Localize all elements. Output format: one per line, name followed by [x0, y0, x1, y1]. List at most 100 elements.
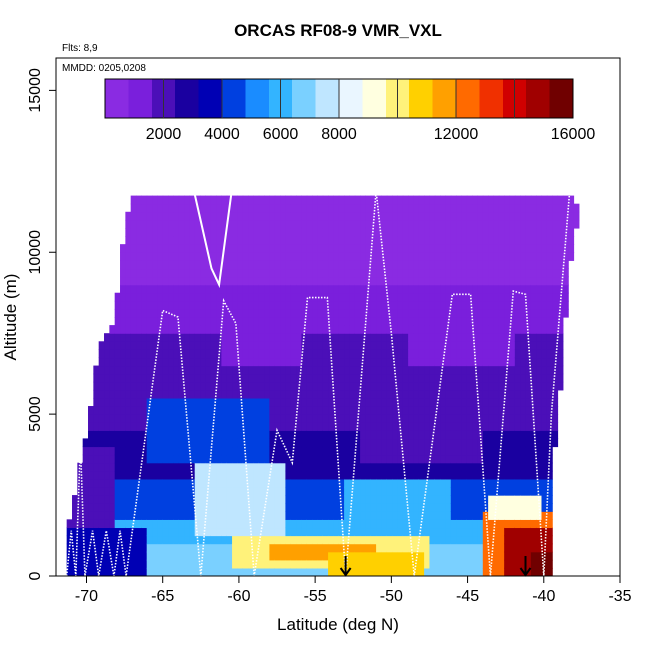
heatmap-cell: [146, 495, 153, 504]
heatmap-cell: [301, 519, 308, 529]
heatmap-cell: [146, 438, 153, 448]
heatmap-cell: [306, 486, 313, 496]
heatmap-cell: [269, 211, 276, 221]
heatmap-cell: [509, 462, 516, 472]
heatmap-cell: [418, 535, 425, 545]
heatmap-cell: [525, 527, 532, 537]
heatmap-cell: [514, 495, 521, 504]
heatmap-cell: [242, 414, 249, 423]
heatmap-cell: [130, 503, 137, 512]
heatmap-cell: [413, 300, 420, 310]
heatmap-cell: [392, 422, 399, 431]
heatmap-cell: [253, 486, 260, 496]
heatmap-cell: [269, 519, 276, 529]
heatmap-cell: [557, 349, 564, 359]
heatmap-cell: [445, 535, 452, 545]
heatmap-cell: [280, 325, 287, 334]
heatmap-cell: [429, 373, 436, 383]
heatmap-cell: [290, 470, 297, 480]
heatmap-cell: [557, 300, 564, 310]
heatmap-cell: [98, 454, 105, 464]
heatmap-cell: [162, 284, 169, 294]
heatmap-cell: [413, 381, 420, 391]
heatmap-cell: [232, 365, 238, 375]
heatmap-cell: [194, 252, 201, 261]
heatmap-cell: [413, 478, 420, 488]
heatmap-cell: [205, 543, 212, 553]
heatmap-cell: [248, 252, 254, 261]
heatmap-cell: [280, 567, 287, 576]
heatmap-cell: [450, 406, 457, 415]
heatmap-cell: [184, 519, 190, 529]
heatmap-cell: [386, 422, 393, 431]
heatmap-cell: [498, 244, 505, 253]
heatmap-cell: [376, 317, 383, 326]
heatmap-cell: [258, 511, 265, 520]
heatmap-cell: [205, 527, 212, 537]
heatmap-cell: [402, 462, 409, 472]
heatmap-cell: [333, 503, 340, 512]
heatmap-cell: [338, 551, 345, 561]
heatmap-cell: [109, 365, 116, 375]
heatmap-cell: [381, 397, 388, 407]
heatmap-cell: [520, 292, 527, 302]
heatmap-cell: [525, 203, 532, 213]
heatmap-cell: [141, 203, 148, 213]
heatmap-cell: [408, 535, 415, 545]
heatmap-cell: [237, 341, 244, 350]
heatmap-cell: [408, 559, 415, 569]
heatmap-cell: [402, 511, 409, 520]
heatmap-cell: [306, 325, 313, 334]
heatmap-cell: [504, 308, 511, 318]
heatmap-cell: [434, 203, 441, 213]
heatmap-cell: [296, 365, 303, 375]
heatmap-cell: [530, 503, 537, 512]
heatmap-cell: [402, 495, 409, 504]
heatmap-cell: [413, 292, 420, 302]
heatmap-cell: [408, 462, 415, 472]
heatmap-cell: [301, 478, 308, 488]
heatmap-cell: [114, 406, 121, 415]
heatmap-cell: [402, 446, 409, 456]
heatmap-cell: [546, 486, 553, 496]
heatmap-cell: [152, 406, 158, 415]
heatmap-cell: [296, 406, 303, 415]
heatmap-cell: [210, 430, 217, 440]
heatmap-cell: [568, 244, 575, 253]
heatmap-cell: [152, 260, 158, 270]
heatmap-layer: [66, 195, 580, 576]
heatmap-cell: [546, 422, 553, 431]
heatmap-cell: [269, 430, 276, 440]
heatmap-cell: [242, 227, 249, 237]
heatmap-cell: [365, 244, 372, 253]
heatmap-cell: [386, 292, 393, 302]
heatmap-cell: [333, 373, 340, 383]
heatmap-cell: [136, 543, 142, 553]
heatmap-cell: [498, 211, 505, 221]
heatmap-cell: [546, 276, 553, 286]
heatmap-cell: [136, 446, 142, 456]
heatmap-cell: [173, 462, 180, 472]
heatmap-cell: [242, 406, 249, 415]
heatmap-cell: [82, 535, 89, 545]
heatmap-cell: [82, 559, 89, 569]
heatmap-cell: [109, 438, 116, 448]
colorbar-tick-label: 4000: [204, 126, 240, 143]
heatmap-cell: [125, 252, 132, 261]
heatmap-cell: [461, 349, 468, 359]
heatmap-cell: [493, 341, 500, 350]
heatmap-cell: [520, 535, 527, 545]
heatmap-cell: [280, 495, 287, 504]
heatmap-cell: [413, 470, 420, 480]
heatmap-cell: [413, 203, 420, 213]
heatmap-cell: [226, 527, 233, 537]
heatmap-cell: [178, 333, 185, 342]
heatmap-cell: [301, 195, 308, 205]
heatmap-cell: [440, 203, 447, 213]
heatmap-cell: [237, 211, 244, 221]
heatmap-cell: [232, 227, 238, 237]
heatmap-cell: [338, 495, 345, 504]
heatmap-cell: [114, 397, 121, 407]
heatmap-cell: [285, 252, 292, 261]
heatmap-cell: [552, 308, 559, 318]
